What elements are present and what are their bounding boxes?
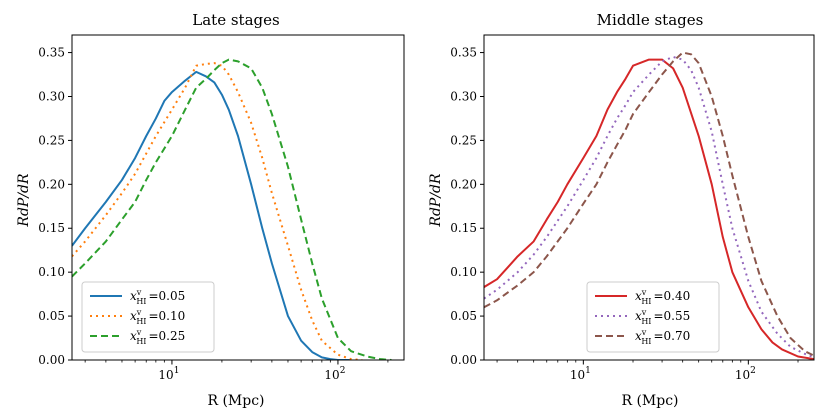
y-tick-label: 0.20 [450, 177, 477, 191]
axis-ticks: 0.00 0.05 0.10 0.15 0.20 0.25 0.30 0.35 101 102 [38, 46, 389, 382]
series-line [72, 70, 352, 360]
panel-late-stages: Late stages RdP/dR R (Mpc) 0.000.050.100… [16, 11, 405, 409]
y-tick-label: 0.35 [450, 46, 477, 60]
legend-frame [81, 281, 215, 353]
legend: xv HI =0.40 xv HI =0.55 xv HI =0.70 [586, 281, 720, 353]
x-tick-label: 101 [158, 366, 179, 382]
y-tick-label: 0.25 [450, 133, 477, 147]
y-tick-label: 0.15 [450, 221, 477, 235]
y-tick-label: 0.30 [38, 89, 65, 103]
y-tick-label: 0.00 [38, 353, 65, 367]
y-tick-label: 0.20 [38, 177, 65, 191]
x-tick-label: 102 [735, 366, 756, 382]
y-axis-label: RdP/dR [428, 173, 444, 228]
y-tick-label: 0.05 [38, 309, 65, 323]
y-tick-label: 0.35 [38, 46, 65, 60]
y-tick-label: 0.10 [450, 265, 477, 279]
panel-middle-stages: Middle stages RdP/dR R (Mpc) 0.00 0.05 0.1… [428, 11, 815, 409]
series-line [484, 51, 814, 357]
legend-entry: xv HI =0.70 [635, 328, 690, 346]
legend-frame [586, 281, 720, 353]
axes-frame [483, 34, 815, 361]
y-tick-label: 0.05 [450, 309, 477, 323]
legend-entry: xv HI =0.55 [635, 308, 690, 326]
axis-ticks: 0.00 0.05 0.10 0.15 0.20 0.25 0.30 0.35 101 102 [450, 46, 799, 382]
x-tick-label: 102 [324, 366, 345, 382]
x-tick-label: 101 [570, 366, 591, 382]
y-axis-label: RdP/dR [16, 173, 32, 228]
legend-entry: xv HI =0.25 [130, 328, 185, 346]
y-tick-label: 0.30 [450, 89, 477, 103]
y-tick-label: 0.00 [450, 353, 477, 367]
chart-title: Middle stages [597, 11, 704, 29]
y-tick-label: 0.15 [38, 221, 65, 235]
y-tick-label: 0.10 [38, 265, 65, 279]
axes-frame [71, 34, 405, 361]
legend-entry: xv HI =0.40 [635, 288, 690, 306]
x-axis-label: R (Mpc) [621, 393, 678, 409]
y-tick-label: 0.25 [38, 133, 65, 147]
legend-entry: xv HI =0.05 [130, 288, 185, 306]
x-axis-label: R (Mpc) [207, 393, 264, 409]
series-line [72, 58, 392, 360]
chart-title: Late stages [192, 11, 279, 29]
legend-entry: xv HI =0.10 [130, 308, 185, 326]
plot-area [72, 58, 392, 360]
series-line [484, 58, 814, 360]
plot-area [484, 51, 814, 360]
legend: xv HI =0.05 xv HI =0.10 xv HI =0.25 [81, 281, 215, 353]
